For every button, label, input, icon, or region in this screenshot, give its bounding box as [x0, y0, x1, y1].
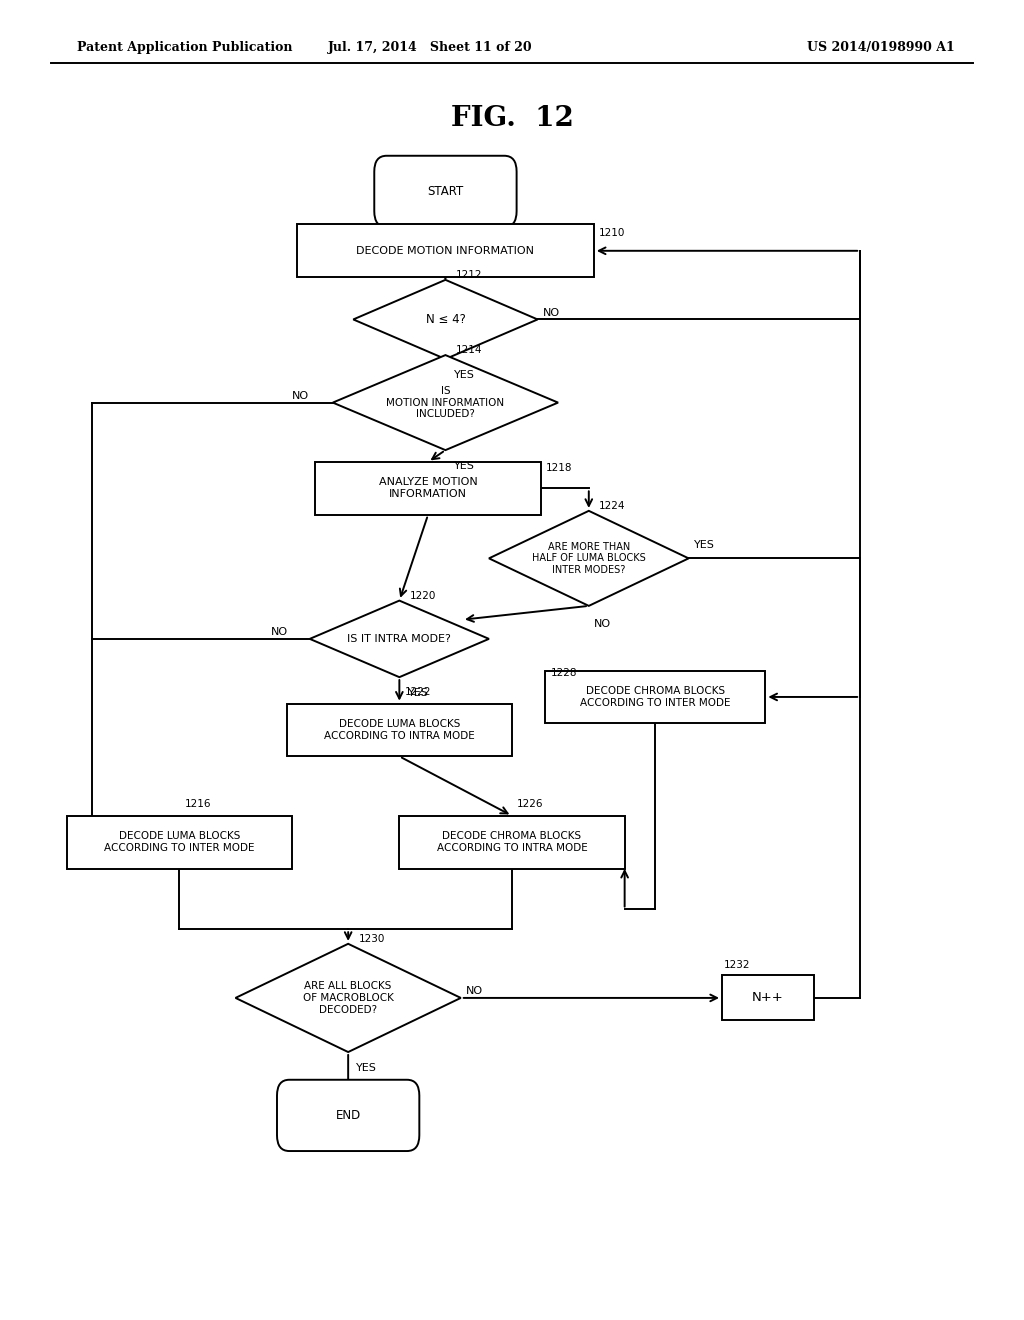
Text: ANALYZE MOTION
INFORMATION: ANALYZE MOTION INFORMATION	[379, 478, 477, 499]
Text: YES: YES	[408, 688, 428, 698]
Polygon shape	[333, 355, 558, 450]
Text: START: START	[427, 185, 464, 198]
Text: US 2014/0198990 A1: US 2014/0198990 A1	[807, 41, 954, 54]
Text: Jul. 17, 2014   Sheet 11 of 20: Jul. 17, 2014 Sheet 11 of 20	[328, 41, 532, 54]
Text: YES: YES	[454, 461, 474, 471]
Text: ARE ALL BLOCKS
OF MACROBLOCK
DECODED?: ARE ALL BLOCKS OF MACROBLOCK DECODED?	[303, 981, 393, 1015]
FancyBboxPatch shape	[276, 1080, 420, 1151]
Text: NO: NO	[466, 986, 483, 997]
Text: IS IT INTRA MODE?: IS IT INTRA MODE?	[347, 634, 452, 644]
Bar	[287, 704, 512, 756]
Text: N ≤ 4?: N ≤ 4?	[426, 313, 465, 326]
Text: DECODE MOTION INFORMATION: DECODE MOTION INFORMATION	[356, 246, 535, 256]
Text: 1220: 1220	[410, 590, 436, 601]
Text: 1228: 1228	[551, 668, 577, 678]
Text: DECODE LUMA BLOCKS
ACCORDING TO INTER MODE: DECODE LUMA BLOCKS ACCORDING TO INTER MO…	[104, 832, 254, 853]
Bar	[315, 462, 541, 515]
Text: 1218: 1218	[546, 462, 572, 473]
Text: 1212: 1212	[456, 269, 482, 280]
Text: 1216: 1216	[184, 799, 211, 809]
FancyBboxPatch shape	[375, 156, 516, 227]
Text: N++: N++	[752, 991, 784, 1005]
Bar	[399, 816, 625, 869]
Text: YES: YES	[694, 540, 715, 550]
Text: FIG.  12: FIG. 12	[451, 106, 573, 132]
Bar	[297, 224, 594, 277]
Text: 1214: 1214	[456, 345, 482, 355]
Bar	[722, 975, 814, 1020]
Bar	[545, 671, 765, 723]
Text: 1226: 1226	[517, 799, 544, 809]
Text: 1224: 1224	[599, 500, 626, 511]
Polygon shape	[353, 280, 538, 359]
Polygon shape	[236, 944, 461, 1052]
Text: YES: YES	[454, 370, 474, 380]
Text: 1230: 1230	[358, 933, 385, 944]
Text: ARE MORE THAN
HALF OF LUMA BLOCKS
INTER MODES?: ARE MORE THAN HALF OF LUMA BLOCKS INTER …	[531, 541, 646, 576]
Text: YES: YES	[356, 1063, 377, 1073]
Text: NO: NO	[543, 308, 560, 318]
Text: Patent Application Publication: Patent Application Publication	[77, 41, 292, 54]
Text: NO: NO	[594, 619, 611, 630]
Text: 1210: 1210	[599, 227, 626, 238]
Polygon shape	[309, 601, 489, 677]
Text: DECODE CHROMA BLOCKS
ACCORDING TO INTRA MODE: DECODE CHROMA BLOCKS ACCORDING TO INTRA …	[436, 832, 588, 853]
Text: NO: NO	[270, 627, 288, 638]
Text: DECODE CHROMA BLOCKS
ACCORDING TO INTER MODE: DECODE CHROMA BLOCKS ACCORDING TO INTER …	[581, 686, 730, 708]
Text: NO: NO	[292, 391, 309, 401]
Text: 1232: 1232	[724, 960, 751, 970]
Bar	[67, 816, 292, 869]
Text: IS
MOTION INFORMATION
INCLUDED?: IS MOTION INFORMATION INCLUDED?	[386, 385, 505, 420]
Text: END: END	[336, 1109, 360, 1122]
Text: DECODE LUMA BLOCKS
ACCORDING TO INTRA MODE: DECODE LUMA BLOCKS ACCORDING TO INTRA MO…	[324, 719, 475, 741]
Text: 1222: 1222	[404, 686, 431, 697]
Polygon shape	[488, 511, 688, 606]
